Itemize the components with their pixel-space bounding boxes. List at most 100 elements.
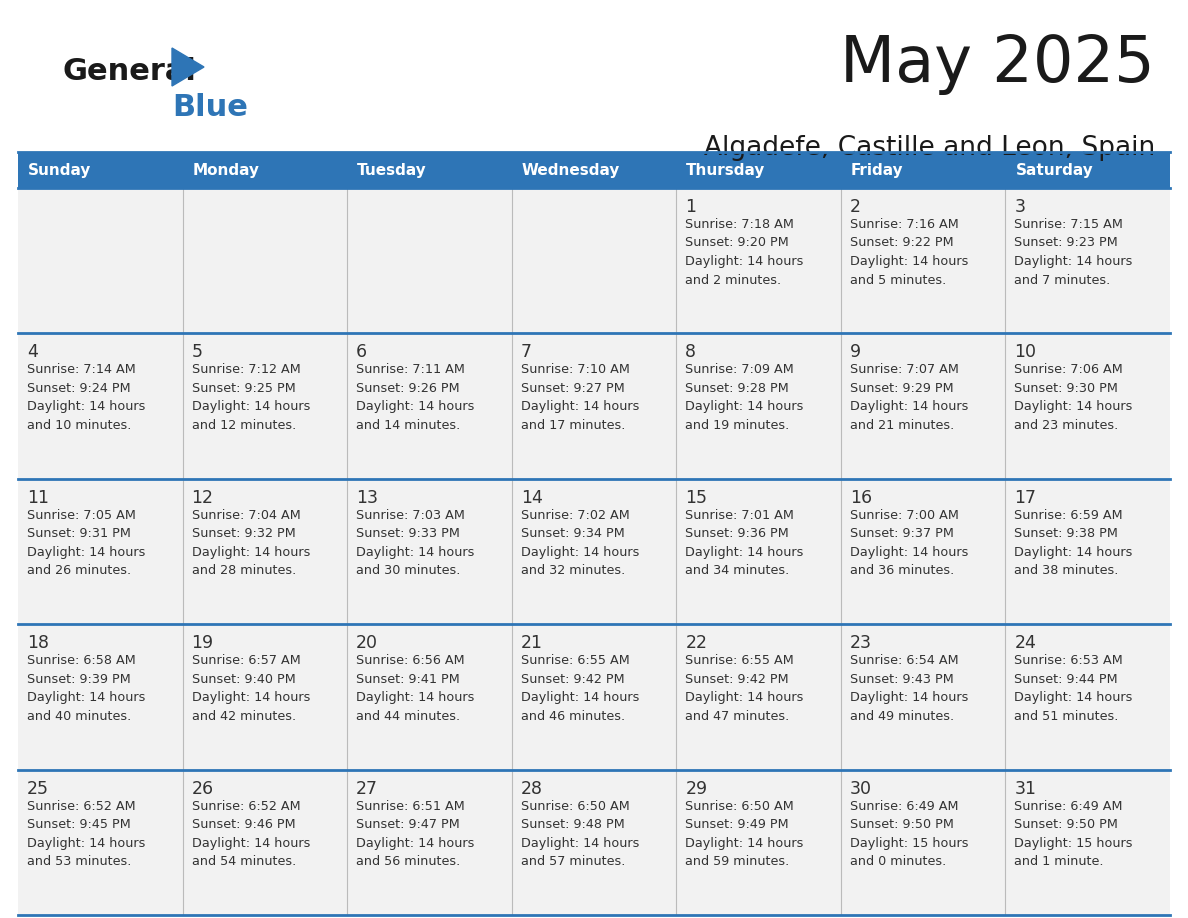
Text: Sunset: 9:44 PM: Sunset: 9:44 PM (1015, 673, 1118, 686)
Text: Daylight: 14 hours: Daylight: 14 hours (520, 546, 639, 559)
Text: Sunrise: 7:07 AM: Sunrise: 7:07 AM (849, 364, 959, 376)
Bar (18, 188, 1170, 333)
Bar (18, 333, 1170, 479)
Text: Daylight: 14 hours: Daylight: 14 hours (520, 400, 639, 413)
Text: 6: 6 (356, 343, 367, 362)
Text: Thursday: Thursday (687, 162, 765, 177)
Text: May 2025: May 2025 (840, 33, 1155, 95)
Text: Daylight: 14 hours: Daylight: 14 hours (356, 691, 474, 704)
Text: Sunset: 9:47 PM: Sunset: 9:47 PM (356, 818, 460, 831)
Text: Sunrise: 6:50 AM: Sunrise: 6:50 AM (685, 800, 794, 812)
Text: 7: 7 (520, 343, 532, 362)
Text: Sunrise: 6:58 AM: Sunrise: 6:58 AM (27, 655, 135, 667)
Text: Sunday: Sunday (29, 162, 91, 177)
Text: Sunset: 9:50 PM: Sunset: 9:50 PM (849, 818, 954, 831)
Text: Sunset: 9:36 PM: Sunset: 9:36 PM (685, 527, 789, 541)
Text: Daylight: 14 hours: Daylight: 14 hours (849, 255, 968, 268)
Text: Sunset: 9:46 PM: Sunset: 9:46 PM (191, 818, 295, 831)
Text: and 57 minutes.: and 57 minutes. (520, 855, 625, 868)
Text: 18: 18 (27, 634, 49, 652)
Text: and 28 minutes.: and 28 minutes. (191, 565, 296, 577)
Text: 11: 11 (27, 488, 49, 507)
Text: Sunset: 9:31 PM: Sunset: 9:31 PM (27, 527, 131, 541)
Text: Monday: Monday (192, 162, 259, 177)
Bar (18, 152, 183, 188)
Text: and 34 minutes.: and 34 minutes. (685, 565, 790, 577)
Text: and 12 minutes.: and 12 minutes. (191, 419, 296, 431)
Text: Sunset: 9:29 PM: Sunset: 9:29 PM (849, 382, 954, 395)
Text: and 5 minutes.: and 5 minutes. (849, 274, 946, 286)
Text: Daylight: 14 hours: Daylight: 14 hours (191, 691, 310, 704)
Text: 24: 24 (1015, 634, 1036, 652)
Text: and 14 minutes.: and 14 minutes. (356, 419, 461, 431)
Bar (347, 152, 512, 188)
Text: and 51 minutes.: and 51 minutes. (1015, 710, 1119, 722)
Text: Daylight: 14 hours: Daylight: 14 hours (685, 255, 803, 268)
Text: Sunset: 9:25 PM: Sunset: 9:25 PM (191, 382, 296, 395)
Text: Daylight: 14 hours: Daylight: 14 hours (1015, 546, 1133, 559)
Text: Sunrise: 6:57 AM: Sunrise: 6:57 AM (191, 655, 301, 667)
Text: and 47 minutes.: and 47 minutes. (685, 710, 790, 722)
Text: Sunset: 9:42 PM: Sunset: 9:42 PM (520, 673, 625, 686)
Text: Sunrise: 6:54 AM: Sunrise: 6:54 AM (849, 655, 959, 667)
Text: and 7 minutes.: and 7 minutes. (1015, 274, 1111, 286)
Text: Sunset: 9:20 PM: Sunset: 9:20 PM (685, 237, 789, 250)
Text: Daylight: 14 hours: Daylight: 14 hours (520, 691, 639, 704)
Text: and 30 minutes.: and 30 minutes. (356, 565, 461, 577)
Text: and 46 minutes.: and 46 minutes. (520, 710, 625, 722)
Text: and 26 minutes.: and 26 minutes. (27, 565, 131, 577)
Text: and 23 minutes.: and 23 minutes. (1015, 419, 1119, 431)
Text: Sunrise: 6:59 AM: Sunrise: 6:59 AM (1015, 509, 1123, 521)
Bar (676, 152, 841, 188)
Text: 22: 22 (685, 634, 707, 652)
Text: and 2 minutes.: and 2 minutes. (685, 274, 782, 286)
Text: Daylight: 14 hours: Daylight: 14 hours (849, 546, 968, 559)
Text: Daylight: 14 hours: Daylight: 14 hours (356, 400, 474, 413)
Text: Friday: Friday (851, 162, 904, 177)
Text: Sunset: 9:27 PM: Sunset: 9:27 PM (520, 382, 625, 395)
Text: Sunrise: 7:06 AM: Sunrise: 7:06 AM (1015, 364, 1123, 376)
Text: and 54 minutes.: and 54 minutes. (191, 855, 296, 868)
Text: Daylight: 14 hours: Daylight: 14 hours (1015, 400, 1133, 413)
Bar (18, 479, 1170, 624)
Text: Sunrise: 7:10 AM: Sunrise: 7:10 AM (520, 364, 630, 376)
Text: Sunset: 9:49 PM: Sunset: 9:49 PM (685, 818, 789, 831)
Text: 19: 19 (191, 634, 214, 652)
Text: Sunset: 9:45 PM: Sunset: 9:45 PM (27, 818, 131, 831)
Text: and 44 minutes.: and 44 minutes. (356, 710, 460, 722)
Text: Daylight: 14 hours: Daylight: 14 hours (520, 836, 639, 849)
Text: 9: 9 (849, 343, 861, 362)
Text: Daylight: 14 hours: Daylight: 14 hours (1015, 255, 1133, 268)
Text: 27: 27 (356, 779, 378, 798)
Bar (1005, 152, 1170, 188)
Text: Sunrise: 6:52 AM: Sunrise: 6:52 AM (191, 800, 301, 812)
Text: 1: 1 (685, 198, 696, 216)
Text: Sunset: 9:38 PM: Sunset: 9:38 PM (1015, 527, 1118, 541)
Text: Sunset: 9:26 PM: Sunset: 9:26 PM (356, 382, 460, 395)
Text: Sunset: 9:30 PM: Sunset: 9:30 PM (1015, 382, 1118, 395)
Bar (512, 152, 676, 188)
Text: Daylight: 15 hours: Daylight: 15 hours (1015, 836, 1133, 849)
Text: and 53 minutes.: and 53 minutes. (27, 855, 132, 868)
Text: Sunrise: 7:11 AM: Sunrise: 7:11 AM (356, 364, 465, 376)
Text: Sunrise: 7:00 AM: Sunrise: 7:00 AM (849, 509, 959, 521)
Text: 23: 23 (849, 634, 872, 652)
Text: 28: 28 (520, 779, 543, 798)
Text: Sunset: 9:33 PM: Sunset: 9:33 PM (356, 527, 460, 541)
Text: and 17 minutes.: and 17 minutes. (520, 419, 625, 431)
Text: and 10 minutes.: and 10 minutes. (27, 419, 132, 431)
Text: and 56 minutes.: and 56 minutes. (356, 855, 461, 868)
Text: 15: 15 (685, 488, 707, 507)
Text: and 0 minutes.: and 0 minutes. (849, 855, 946, 868)
Text: Sunset: 9:23 PM: Sunset: 9:23 PM (1015, 237, 1118, 250)
Text: 31: 31 (1015, 779, 1036, 798)
Text: Sunrise: 7:12 AM: Sunrise: 7:12 AM (191, 364, 301, 376)
Text: Sunrise: 6:52 AM: Sunrise: 6:52 AM (27, 800, 135, 812)
Text: Sunrise: 6:51 AM: Sunrise: 6:51 AM (356, 800, 465, 812)
Text: Sunrise: 7:15 AM: Sunrise: 7:15 AM (1015, 218, 1124, 231)
Text: 5: 5 (191, 343, 203, 362)
Text: 10: 10 (1015, 343, 1036, 362)
Text: Sunrise: 7:16 AM: Sunrise: 7:16 AM (849, 218, 959, 231)
Text: General: General (62, 57, 196, 86)
Text: and 49 minutes.: and 49 minutes. (849, 710, 954, 722)
